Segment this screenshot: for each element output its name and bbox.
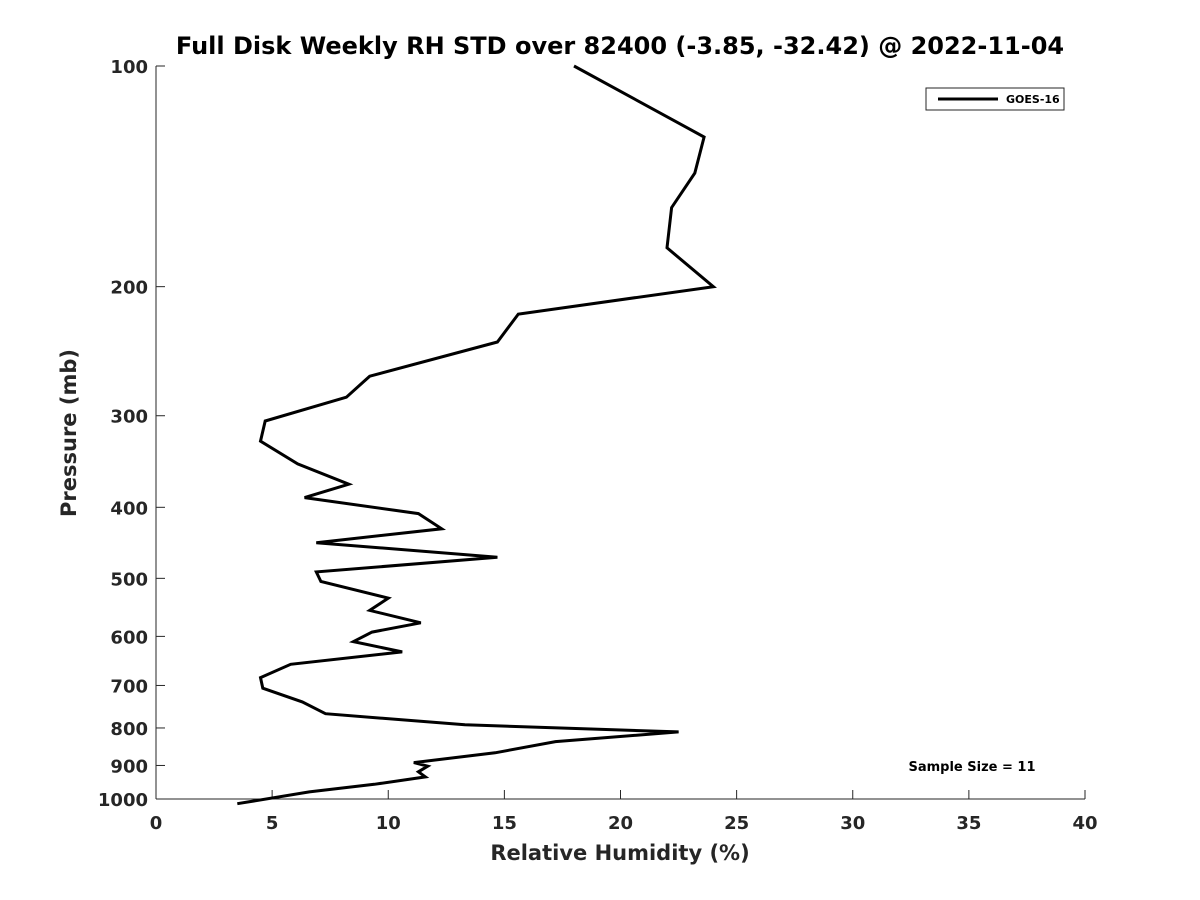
- x-tick-label: 15: [492, 813, 517, 834]
- y-tick-label: 900: [110, 756, 148, 777]
- x-axis-label: Relative Humidity (%): [490, 841, 749, 865]
- y-tick-label: 100: [110, 57, 148, 78]
- series-line-goes-16: [237, 64, 717, 806]
- x-tick-label: 25: [724, 813, 749, 834]
- y-axis-ticks: 100 200 300 400 500 600 700 800 900 1000: [98, 57, 165, 811]
- x-tick-label: 10: [376, 813, 401, 834]
- x-tick-label: 20: [608, 813, 633, 834]
- y-tick-label: 700: [110, 676, 148, 697]
- x-tick-label: 0: [150, 813, 163, 834]
- y-tick-label: 1000: [98, 790, 148, 811]
- y-tick-label: 400: [110, 498, 148, 519]
- x-tick-label: 5: [266, 813, 279, 834]
- y-tick-label: 200: [110, 278, 148, 299]
- x-tick-label: 35: [956, 813, 981, 834]
- sample-size-annotation: Sample Size = 11: [908, 760, 1035, 775]
- series-group: [237, 64, 717, 806]
- y-tick-label: 600: [110, 627, 148, 648]
- legend-entry-goes-16: GOES-16: [1006, 93, 1060, 106]
- x-tick-label: 40: [1072, 813, 1097, 834]
- x-tick-label: 30: [840, 813, 865, 834]
- y-tick-label: 500: [110, 569, 148, 590]
- y-tick-label: 300: [110, 407, 148, 428]
- plot-axes: [155, 66, 1085, 800]
- y-axis-label: Pressure (mb): [57, 349, 81, 517]
- x-axis-ticks: 0 5 10 15 20 25 30 35 40: [150, 790, 1098, 834]
- chart-title: Full Disk Weekly RH STD over 82400 (-3.8…: [176, 32, 1064, 60]
- legend: GOES-16: [925, 87, 1065, 111]
- y-tick-label: 800: [110, 719, 148, 740]
